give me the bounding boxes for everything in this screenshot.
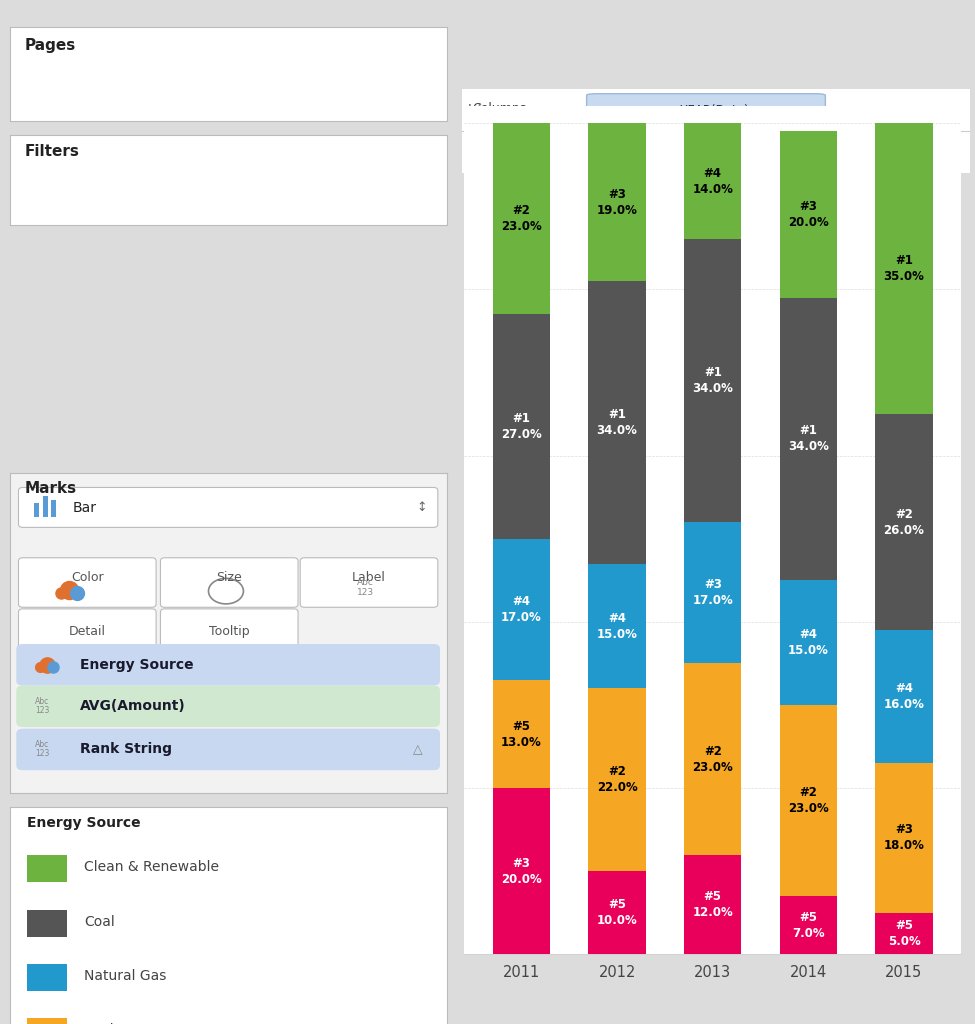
Text: #1
34.0%: #1 34.0%: [788, 425, 829, 454]
FancyBboxPatch shape: [19, 609, 156, 653]
Bar: [684, 123, 741, 240]
Bar: [780, 896, 838, 954]
Bar: [684, 240, 741, 522]
Text: #4
14.0%: #4 14.0%: [692, 167, 733, 196]
Text: #1
35.0%: #1 35.0%: [883, 254, 924, 283]
Bar: [780, 298, 838, 581]
Text: #3
20.0%: #3 20.0%: [501, 857, 542, 886]
Bar: [589, 688, 645, 871]
Text: Clean & Renewable: Clean & Renewable: [84, 860, 219, 874]
Bar: [492, 539, 550, 680]
Text: Rows: Rows: [472, 148, 505, 161]
Text: #5
7.0%: #5 7.0%: [792, 910, 825, 940]
Text: AVG(Amount): AVG(Amount): [80, 699, 185, 714]
Bar: [876, 630, 933, 763]
Bar: [876, 763, 933, 912]
Text: Abc
123: Abc 123: [35, 697, 50, 716]
Text: #3
19.0%: #3 19.0%: [597, 187, 638, 217]
Text: Abc
123: Abc 123: [35, 740, 50, 759]
Text: #2
23.0%: #2 23.0%: [692, 744, 733, 773]
Bar: [27, 909, 66, 937]
Bar: [589, 281, 645, 563]
Text: #2
22.0%: #2 22.0%: [597, 765, 638, 795]
FancyBboxPatch shape: [17, 685, 440, 727]
Bar: [492, 314, 550, 539]
Text: #5
10.0%: #5 10.0%: [597, 898, 638, 928]
Bar: [876, 912, 933, 954]
FancyBboxPatch shape: [17, 644, 440, 685]
Text: #4
15.0%: #4 15.0%: [788, 628, 829, 657]
Bar: [780, 131, 838, 298]
Text: AVG(Amount): AVG(Amount): [650, 146, 730, 160]
Text: Natural Gas: Natural Gas: [84, 969, 167, 983]
Text: Size: Size: [216, 570, 242, 584]
Bar: [589, 563, 645, 688]
Bar: [876, 123, 933, 414]
Bar: [589, 871, 645, 954]
Text: Marks: Marks: [25, 481, 77, 496]
Bar: [492, 788, 550, 954]
Text: Energy Source: Energy Source: [27, 816, 140, 830]
Text: △: △: [412, 743, 422, 756]
Text: #4
16.0%: #4 16.0%: [883, 682, 924, 712]
Text: #4
15.0%: #4 15.0%: [597, 611, 638, 641]
Bar: [876, 414, 933, 630]
Bar: [684, 664, 741, 855]
Text: Color: Color: [71, 570, 103, 584]
Text: #2
23.0%: #2 23.0%: [788, 786, 829, 815]
FancyBboxPatch shape: [300, 558, 438, 607]
Bar: [780, 705, 838, 896]
Text: Columns: Columns: [472, 102, 526, 115]
Text: ↕: ↕: [416, 501, 427, 514]
Bar: [492, 123, 550, 314]
Bar: [492, 680, 550, 788]
Text: Bar: Bar: [73, 501, 98, 515]
Text: Tooltip: Tooltip: [209, 625, 250, 638]
Text: Coal: Coal: [84, 914, 115, 929]
Text: ⊞  YEAR(Date): ⊞ YEAR(Date): [663, 104, 749, 117]
Text: Abc
123: Abc 123: [357, 579, 374, 597]
Text: #5
13.0%: #5 13.0%: [501, 720, 542, 749]
Text: #3
20.0%: #3 20.0%: [788, 200, 829, 229]
FancyBboxPatch shape: [19, 487, 438, 527]
Text: #1
34.0%: #1 34.0%: [692, 367, 733, 395]
Bar: [589, 123, 645, 281]
Bar: [34, 503, 39, 517]
Text: #2
23.0%: #2 23.0%: [501, 204, 542, 233]
Text: #4
17.0%: #4 17.0%: [501, 595, 542, 624]
FancyBboxPatch shape: [161, 609, 298, 653]
Text: ⋮⋮: ⋮⋮: [465, 103, 485, 114]
Bar: [27, 855, 66, 883]
Text: ≡≡: ≡≡: [465, 150, 481, 160]
Text: Filters: Filters: [25, 144, 80, 159]
Bar: [27, 1018, 66, 1024]
Bar: [43, 497, 48, 517]
Text: Energy Source: Energy Source: [80, 657, 193, 672]
Text: #2
26.0%: #2 26.0%: [883, 508, 924, 537]
FancyBboxPatch shape: [19, 558, 156, 607]
FancyBboxPatch shape: [587, 94, 826, 127]
Text: Rank String: Rank String: [80, 742, 172, 757]
Bar: [52, 500, 57, 517]
Bar: [684, 855, 741, 954]
Text: #3
17.0%: #3 17.0%: [692, 579, 733, 607]
Bar: [27, 964, 66, 991]
Text: #1
34.0%: #1 34.0%: [597, 408, 638, 437]
FancyBboxPatch shape: [17, 729, 440, 770]
Text: Label: Label: [352, 570, 386, 584]
Bar: [780, 581, 838, 705]
Text: #3
18.0%: #3 18.0%: [883, 823, 924, 853]
Text: #1
27.0%: #1 27.0%: [501, 412, 542, 441]
Bar: [684, 522, 741, 664]
FancyBboxPatch shape: [587, 136, 795, 170]
Text: #5
12.0%: #5 12.0%: [692, 890, 733, 919]
Text: Detail: Detail: [69, 625, 105, 638]
Text: #5
5.0%: #5 5.0%: [887, 920, 920, 948]
FancyBboxPatch shape: [161, 558, 298, 607]
Text: Pages: Pages: [25, 38, 76, 53]
